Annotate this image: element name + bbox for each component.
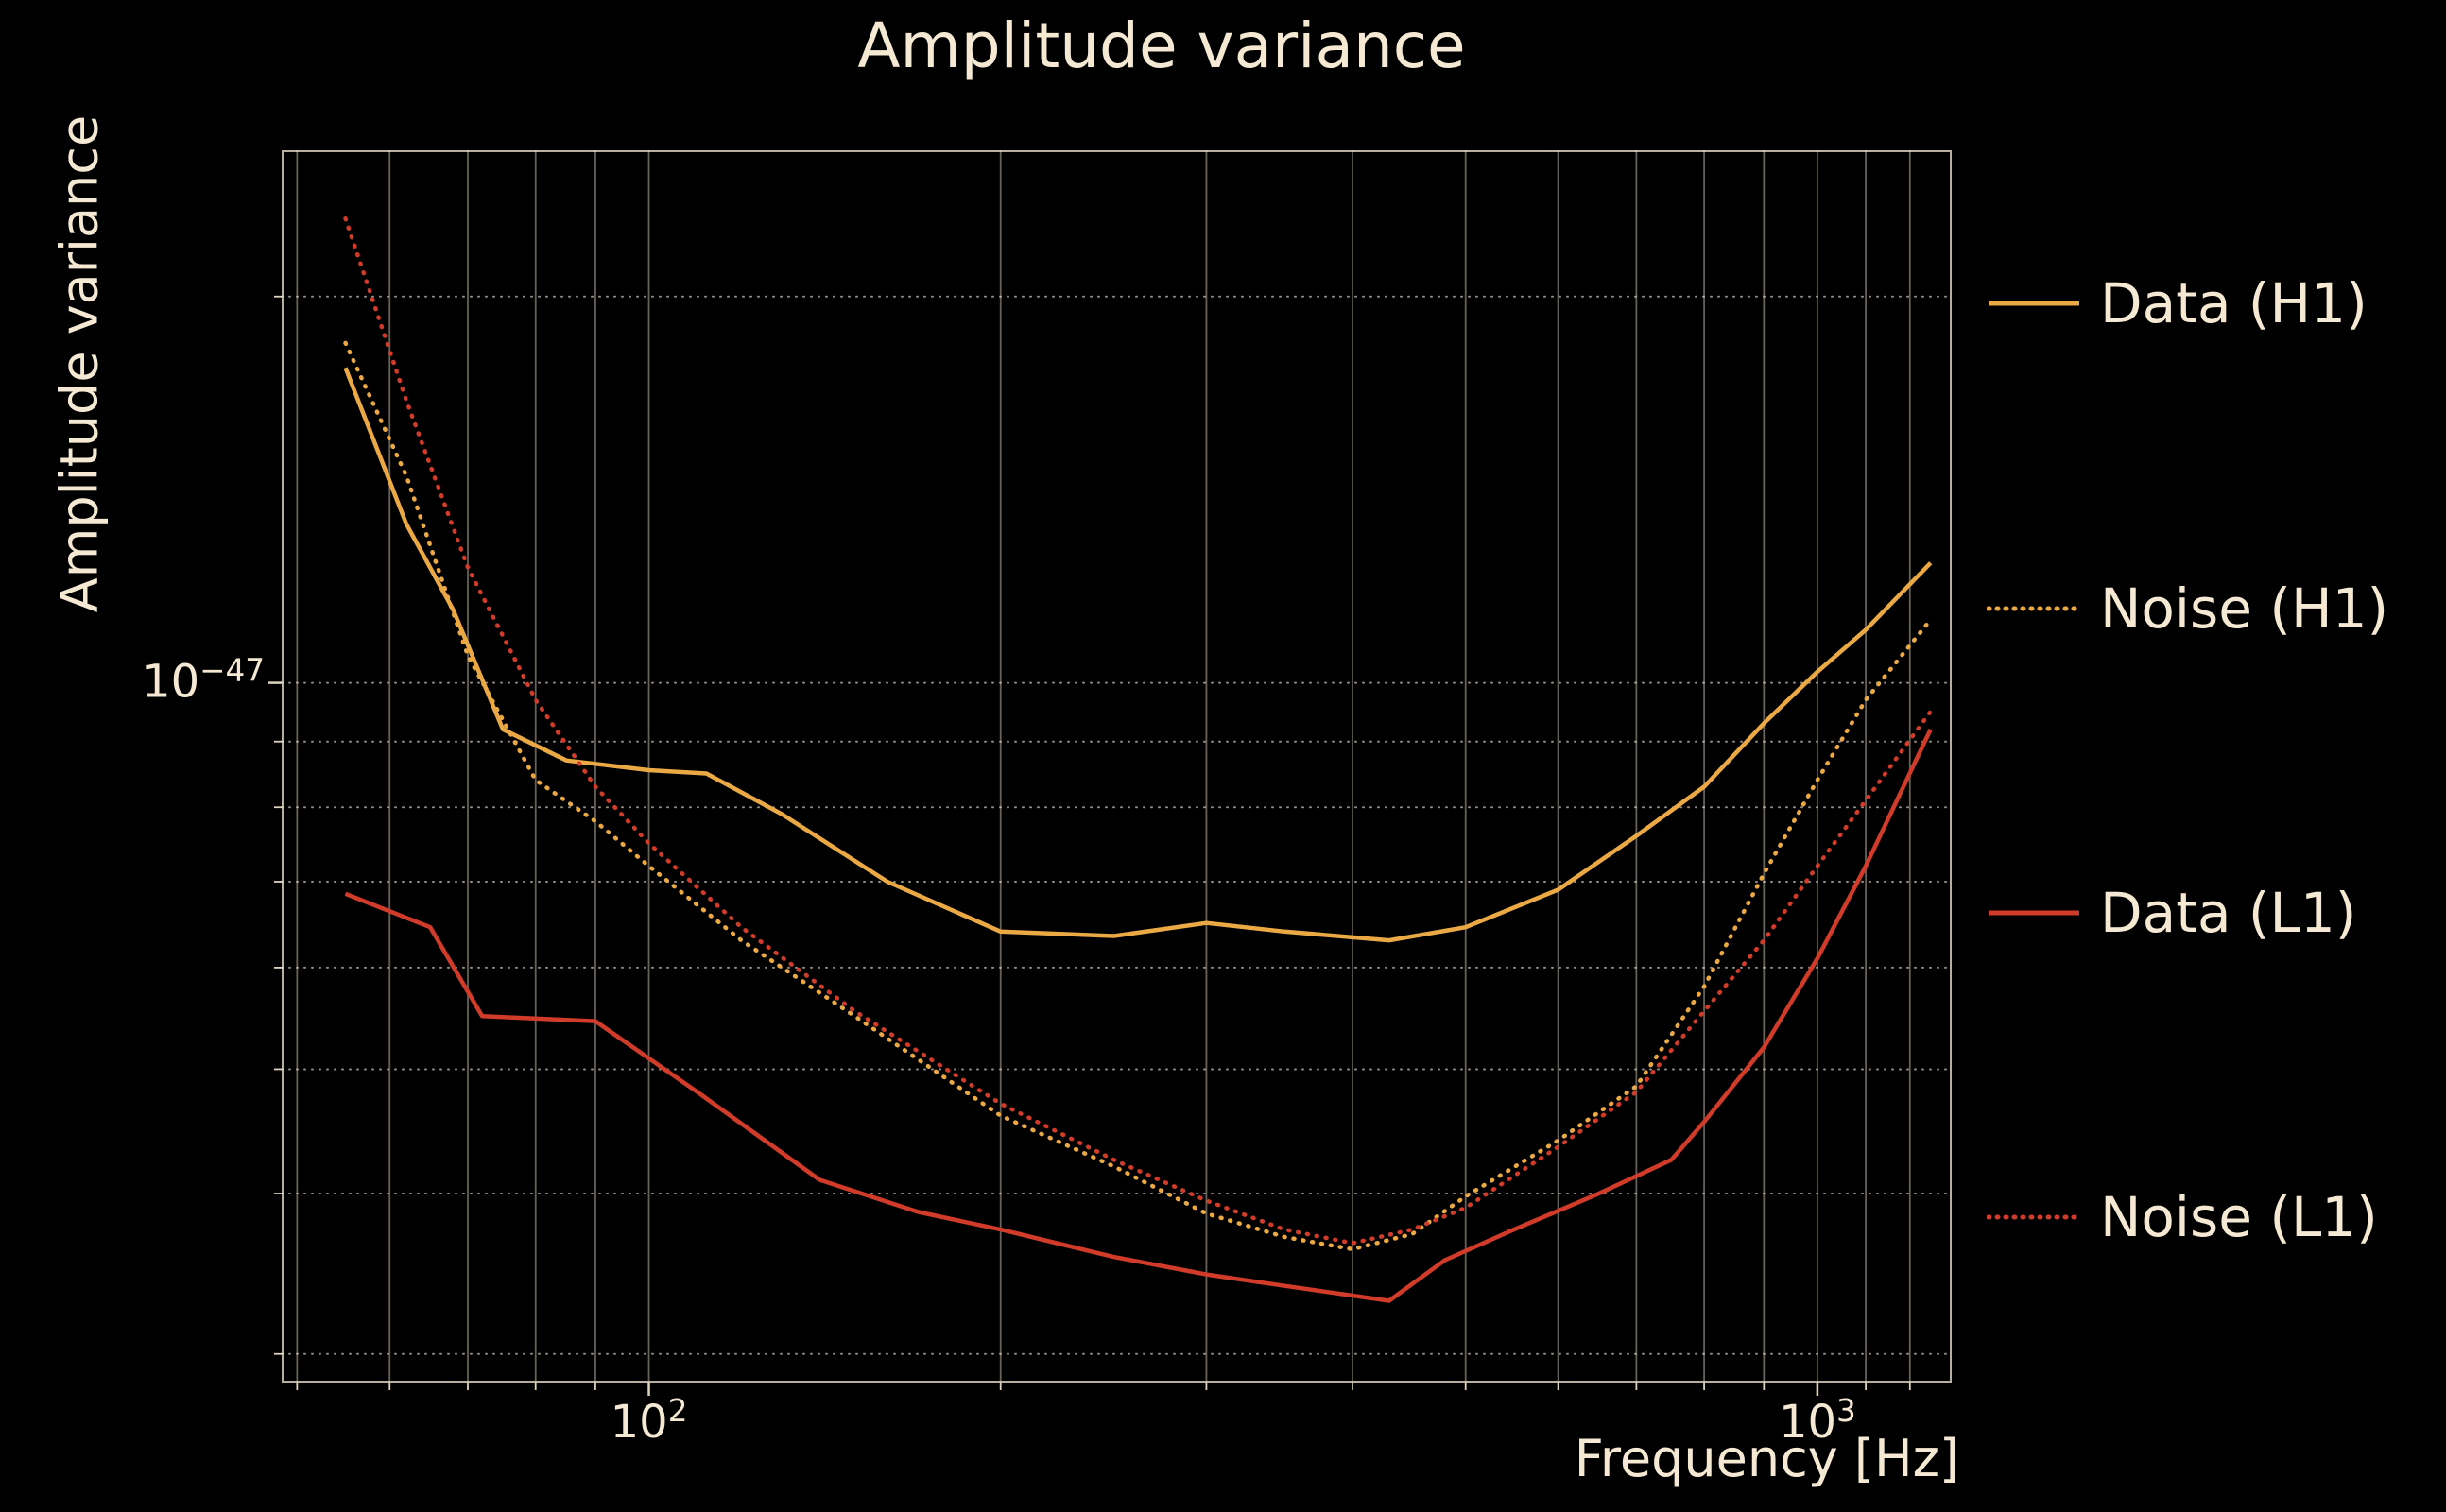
x-axis-label: Frequency [Hz] <box>1574 1429 1959 1488</box>
legend-sample-solid-gold-line <box>1989 301 2079 306</box>
legend-entry-noise-h1: Noise (H1) <box>1987 576 2388 641</box>
legend-entry-data-l1: Data (L1) <box>1987 881 2356 945</box>
x-tick-label: 103 <box>1778 1393 1856 1449</box>
plot-border <box>282 150 1952 1383</box>
legend-label-noise-h1: Noise (H1) <box>2100 576 2389 641</box>
legend-sample-dotted-gold-line <box>1987 606 2081 611</box>
series-line-noise-h1- <box>343 340 1933 1252</box>
series-line-data-h1- <box>343 367 1933 943</box>
plot-area <box>268 150 1953 1396</box>
legend-sample-solid-red-line <box>1989 910 2079 916</box>
y-axis-label: Amplitude variance <box>49 114 110 613</box>
legend-sample-dotted-red-line <box>1987 1214 2081 1220</box>
series-line-data-l1- <box>344 728 1933 1303</box>
series-line-noise-l1- <box>343 216 1933 1246</box>
legend-label-data-h1: Data (H1) <box>2100 271 2368 335</box>
y-tick-label: 10−47 <box>142 652 265 709</box>
legend-label-data-l1: Data (L1) <box>2100 881 2357 945</box>
legend-entry-data-h1: Data (H1) <box>1987 271 2368 335</box>
legend-entry-noise-l1: Noise (L1) <box>1987 1185 2378 1249</box>
chart-title: Amplitude variance <box>857 9 1466 82</box>
legend-label-noise-l1: Noise (L1) <box>2100 1185 2378 1249</box>
x-tick-label: 102 <box>610 1393 688 1449</box>
